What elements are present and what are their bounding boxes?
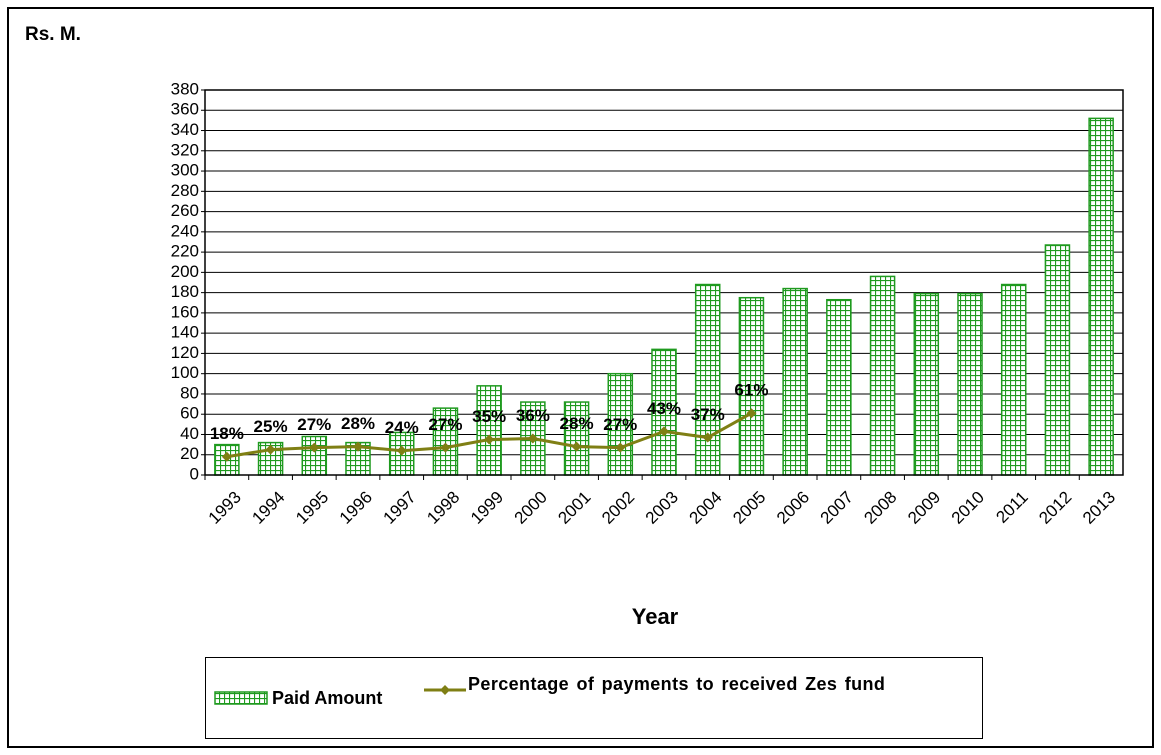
line-marker <box>440 442 451 453</box>
x-tick-label: 2006 <box>773 488 813 528</box>
y-tick-label: 40 <box>180 424 199 443</box>
x-tick-label: 2013 <box>1079 488 1119 528</box>
y-tick-label: 340 <box>171 120 199 139</box>
bar <box>476 385 502 476</box>
bar <box>432 407 459 476</box>
line-marker <box>484 434 495 445</box>
x-tick-label: 2010 <box>948 488 988 528</box>
y-axis-label: Rs. M. <box>25 24 81 45</box>
frame <box>7 7 1154 748</box>
x-tick-label: 1994 <box>248 488 288 528</box>
x-tick-label: 2009 <box>904 488 944 528</box>
data-label: 18% <box>210 424 244 443</box>
y-tick-label: 360 <box>171 100 199 119</box>
y-tick-label: 140 <box>171 323 199 342</box>
x-tick-label: 2002 <box>598 488 638 528</box>
bar <box>869 275 896 476</box>
bar <box>738 296 765 476</box>
line-marker <box>396 445 407 456</box>
x-tick-label: 2004 <box>686 488 726 528</box>
line-marker <box>615 442 626 453</box>
x-tick-label: 2011 <box>992 488 1031 527</box>
y-tick-label: 260 <box>171 201 199 220</box>
plot-border <box>204 89 1124 476</box>
data-label: 28% <box>341 414 375 433</box>
x-tick-label: 1997 <box>380 488 420 528</box>
y-tick-label: 120 <box>171 343 199 362</box>
bar <box>1044 244 1071 476</box>
legend-label: Percentage of payments to received Zes f… <box>468 674 886 694</box>
legend-swatch-marker <box>440 685 450 695</box>
data-label: 27% <box>603 415 637 434</box>
line-marker <box>221 451 232 462</box>
legend-swatch <box>424 685 466 695</box>
bar <box>1088 117 1114 476</box>
line-marker <box>353 441 363 452</box>
x-tick-label: 1993 <box>205 488 245 528</box>
line-marker <box>527 433 538 444</box>
line-marker <box>746 408 757 419</box>
legend-item: Percentage of payments to received Zes f… <box>424 674 968 700</box>
y-tick-label: 20 <box>180 444 199 463</box>
legend-label: Paid Amount <box>272 688 383 708</box>
y-tick-label: 100 <box>171 363 199 382</box>
x-tick-label: 2005 <box>729 488 769 528</box>
legend-swatch <box>214 691 268 705</box>
line-marker <box>265 444 276 455</box>
line-marker <box>702 432 713 443</box>
bar <box>1000 283 1027 476</box>
y-tick-label: 200 <box>171 262 199 281</box>
line-marker <box>659 426 669 437</box>
line-marker <box>309 442 320 453</box>
y-tick-label: 380 <box>171 79 199 98</box>
data-label: 27% <box>297 415 331 434</box>
x-tick-label: 2000 <box>511 488 551 528</box>
bar <box>826 298 852 476</box>
data-label: 61% <box>734 381 768 400</box>
x-tick-label: 1999 <box>467 488 507 528</box>
line-marker <box>571 441 582 452</box>
y-tick-label: 220 <box>171 242 199 261</box>
data-label: 24% <box>385 418 419 437</box>
data-label: 27% <box>428 415 462 434</box>
bar <box>563 401 590 476</box>
y-tick-label: 240 <box>171 221 199 240</box>
bar <box>694 283 721 476</box>
bar <box>782 287 808 476</box>
x-tick-label: 2007 <box>817 488 857 528</box>
y-tick-label: 280 <box>171 181 199 200</box>
data-label: 25% <box>254 417 288 436</box>
data-label: 28% <box>560 414 594 433</box>
bar <box>651 348 677 476</box>
y-tick-label: 300 <box>171 161 199 180</box>
x-tick-label: 1996 <box>336 488 376 528</box>
bar <box>301 435 328 476</box>
legend: Paid Amount Percentage of payments to rec… <box>205 657 983 739</box>
x-tick-label: 1995 <box>292 488 332 528</box>
data-label: 35% <box>472 407 506 426</box>
data-label: 43% <box>647 399 681 418</box>
bar <box>957 292 983 476</box>
legend-item: Paid Amount <box>214 688 382 708</box>
bar <box>913 292 940 476</box>
y-tick-label: 180 <box>171 282 199 301</box>
y-tick-label: 60 <box>180 404 199 423</box>
y-tick-label: 0 <box>190 464 199 483</box>
legend-swatch-bar <box>214 691 268 705</box>
data-label: 36% <box>516 406 550 425</box>
x-tick-label: 2001 <box>554 488 594 528</box>
y-tick-label: 80 <box>180 383 199 402</box>
x-axis-label: Year <box>632 604 679 629</box>
x-tick-label: 1998 <box>423 488 463 528</box>
data-label: 37% <box>691 405 725 424</box>
x-tick-label: 2012 <box>1035 488 1075 528</box>
y-tick-label: 160 <box>171 302 199 321</box>
x-tick-label: 2008 <box>860 488 900 528</box>
x-tick-label: 2003 <box>642 488 682 528</box>
y-tick-label: 320 <box>171 140 199 159</box>
